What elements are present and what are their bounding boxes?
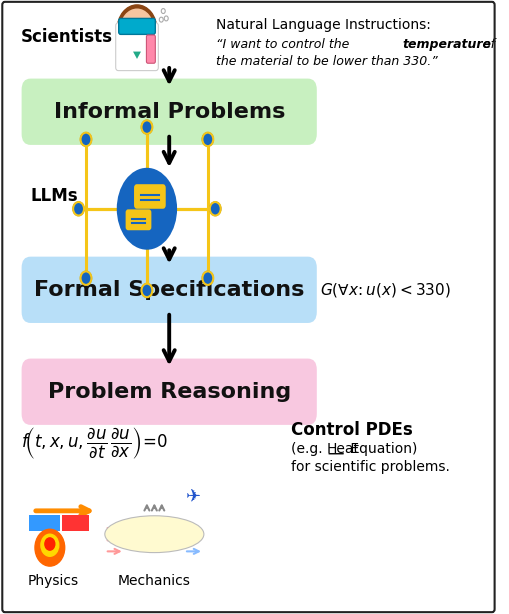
- Text: Informal Problems: Informal Problems: [53, 102, 285, 122]
- FancyBboxPatch shape: [119, 18, 155, 34]
- FancyBboxPatch shape: [146, 35, 155, 63]
- Circle shape: [45, 538, 54, 550]
- Circle shape: [73, 202, 84, 216]
- Text: Mechanics: Mechanics: [118, 575, 190, 588]
- Text: the material to be lower than 330.”: the material to be lower than 330.”: [216, 55, 437, 68]
- Text: ✈: ✈: [186, 488, 201, 507]
- Circle shape: [202, 271, 213, 285]
- Circle shape: [141, 284, 152, 297]
- Circle shape: [121, 9, 153, 50]
- Text: of: of: [478, 37, 494, 51]
- Ellipse shape: [117, 168, 177, 250]
- Circle shape: [80, 271, 91, 285]
- Text: $f\!\left(t,x,u,\dfrac{\partial u}{\partial t}\,\dfrac{\partial u}{\partial x}\r: $f\!\left(t,x,u,\dfrac{\partial u}{\part…: [20, 426, 167, 461]
- Circle shape: [209, 202, 220, 216]
- Text: Control PDEs: Control PDEs: [290, 421, 411, 439]
- Text: $G(\forall x\!: u(x) < 330)$: $G(\forall x\!: u(x) < 330)$: [320, 281, 450, 299]
- FancyBboxPatch shape: [21, 359, 316, 425]
- FancyBboxPatch shape: [29, 515, 60, 531]
- FancyBboxPatch shape: [116, 23, 158, 71]
- FancyBboxPatch shape: [21, 79, 316, 145]
- Text: Formal Specifications: Formal Specifications: [34, 280, 304, 300]
- Circle shape: [41, 534, 59, 556]
- Circle shape: [141, 120, 152, 134]
- Circle shape: [117, 5, 156, 54]
- Text: for scientific problems.: for scientific problems.: [290, 460, 448, 473]
- Text: temperature: temperature: [401, 37, 490, 51]
- Circle shape: [35, 529, 65, 566]
- Text: “I want to control the: “I want to control the: [216, 37, 353, 51]
- Circle shape: [80, 133, 91, 146]
- Text: LLMs: LLMs: [31, 187, 78, 206]
- FancyBboxPatch shape: [21, 257, 316, 323]
- FancyBboxPatch shape: [134, 184, 165, 209]
- Text: Heat: Heat: [326, 443, 358, 456]
- Text: Problem Reasoning: Problem Reasoning: [47, 382, 290, 402]
- Text: Equation): Equation): [345, 443, 416, 456]
- Text: Natural Language Instructions:: Natural Language Instructions:: [216, 18, 430, 31]
- FancyBboxPatch shape: [62, 515, 89, 531]
- Circle shape: [202, 133, 213, 146]
- Ellipse shape: [105, 516, 204, 553]
- Polygon shape: [133, 52, 140, 59]
- FancyBboxPatch shape: [125, 209, 151, 230]
- Text: (e.g.: (e.g.: [290, 443, 326, 456]
- Text: Scientists: Scientists: [20, 28, 112, 46]
- Text: Physics: Physics: [27, 575, 78, 588]
